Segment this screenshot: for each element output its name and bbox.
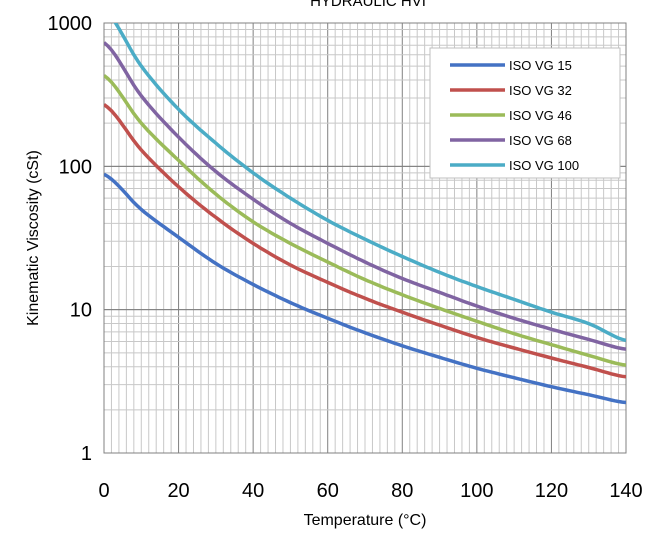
- plot-area-border: [103, 22, 627, 454]
- y-tick-label: 100: [59, 156, 92, 178]
- series-line-1: [104, 172, 626, 405]
- legend-box: [429, 47, 621, 179]
- legend-label: ISO VG 68: [509, 133, 572, 148]
- series-line-5: [113, 23, 626, 343]
- legend-label: ISO VG 46: [509, 108, 572, 123]
- x-tick-label: 100: [460, 480, 493, 502]
- y-tick-label: 1000: [48, 13, 93, 35]
- x-tick-label: 140: [609, 480, 642, 502]
- x-tick-label: 80: [391, 480, 413, 502]
- chart-title: HYDRAULIC HVI: [310, 0, 426, 10]
- series-line-4: [104, 41, 626, 351]
- y-tick-label: 10: [70, 300, 92, 322]
- y-axis-title: Kinematic Viscosity (cSt): [25, 150, 42, 326]
- x-tick-label: 40: [242, 480, 264, 502]
- series-lines: [104, 23, 626, 405]
- series-line-3: [104, 74, 626, 367]
- series-line-2: [104, 103, 626, 379]
- legend-label: ISO VG 100: [509, 158, 579, 173]
- x-tick-label: 0: [98, 480, 109, 502]
- y-tick-label: 1: [81, 443, 92, 465]
- x-tick-label: 20: [167, 480, 189, 502]
- x-axis-ticks: 0 20 40 60 80 100 120 140: [98, 480, 642, 502]
- x-axis-title: Temperature (°C): [304, 512, 427, 529]
- x-tick-label: 120: [535, 480, 568, 502]
- legend: ISO VG 15 ISO VG 32 ISO VG 46 ISO VG 68 ISO …: [429, 47, 621, 179]
- x-tick-label: 60: [317, 480, 339, 502]
- y-axis-ticks: 1 10 100 1000: [48, 13, 93, 465]
- legend-label: ISO VG 32: [509, 83, 572, 98]
- legend-label: ISO VG 15: [509, 58, 572, 73]
